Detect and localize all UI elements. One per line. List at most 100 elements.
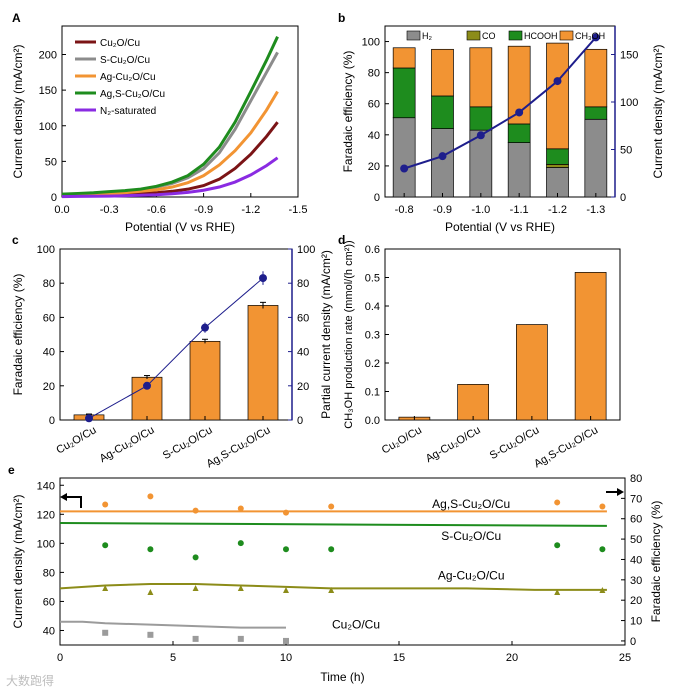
panel-e-fe-point bbox=[328, 587, 335, 594]
panel-b-current-point bbox=[400, 164, 409, 173]
panel-e-xtick-label: 10 bbox=[280, 652, 292, 664]
panel-b-bar-segment bbox=[431, 95, 454, 129]
panel-b-legend-label: CO bbox=[482, 31, 496, 41]
panel-e-fe-point bbox=[554, 499, 561, 506]
panel-a-legend-label: Cu₂O/Cu bbox=[100, 38, 140, 49]
panel-b-bar-segment bbox=[392, 47, 416, 69]
panel-e-fe-point bbox=[237, 635, 244, 642]
panel-b-bar-segment bbox=[507, 123, 531, 143]
panel-c-bar bbox=[189, 340, 221, 421]
panel-a-ytick-label: 200 bbox=[39, 50, 57, 62]
panel-e-xtick-label: 25 bbox=[619, 652, 631, 664]
panel-a-series-line bbox=[61, 156, 279, 199]
panel-a-ytick-label: 50 bbox=[45, 156, 57, 168]
panel-e-fe-point bbox=[192, 554, 199, 561]
panel-c-partial-point bbox=[259, 274, 267, 283]
panel-c-ytick-label: 20 bbox=[43, 381, 55, 393]
panel-b-bar-segment bbox=[584, 48, 608, 108]
panel-b-bar-segment bbox=[546, 148, 569, 165]
panel-b-bar-segment bbox=[507, 142, 531, 198]
panel-e-fe-point bbox=[554, 542, 561, 549]
panel-a-series-line bbox=[61, 90, 279, 198]
panel-a-label: A bbox=[12, 11, 21, 25]
panel-e-fe-point bbox=[147, 546, 154, 553]
panel-e-ytick-label: 120 bbox=[37, 509, 55, 521]
panel-e-series-label: Ag-Cu₂O/Cu bbox=[438, 568, 505, 582]
panel-e-fe-point bbox=[237, 505, 244, 512]
panel-e-fe-point bbox=[283, 546, 289, 553]
panel-e-fe-point bbox=[237, 540, 244, 547]
panel-c-partial-point bbox=[143, 381, 151, 390]
panel-e-xtick-label: 20 bbox=[506, 652, 518, 664]
panel-c-y2tick-label: 100 bbox=[297, 244, 315, 256]
panel-b-bar-segment bbox=[469, 106, 493, 131]
panel-b-bar-segment bbox=[392, 117, 416, 198]
panel-d-ytick-label: 0.5 bbox=[365, 273, 380, 285]
panel-b-ytick-label: 80 bbox=[368, 68, 380, 80]
panel-e-current-line bbox=[60, 620, 286, 629]
panel-e-fe-point bbox=[328, 503, 335, 510]
panel-a-series-line bbox=[61, 51, 279, 197]
panel-a-ytick-label: 0 bbox=[51, 192, 57, 204]
panel-c-label: c bbox=[12, 233, 19, 247]
panel-e-fe-point bbox=[102, 501, 109, 508]
panel-b-ytick-label: 60 bbox=[368, 99, 380, 111]
panel-b-bar-segment bbox=[469, 47, 493, 108]
panel-b-bar-segment bbox=[584, 118, 608, 198]
panel-e-y2tick-label: 0 bbox=[630, 636, 636, 648]
panel-a-ytick-label: 100 bbox=[39, 121, 57, 133]
panel-e-y2tick-label: 80 bbox=[630, 473, 642, 485]
panel-b-current-point bbox=[438, 152, 447, 161]
panel-e-y2label: Faradaic efficiency (%) bbox=[649, 501, 663, 623]
panel-e-ylabel: Current density (mA/cm²) bbox=[11, 494, 25, 628]
panel-b-label: b bbox=[338, 11, 345, 25]
panel-c-y2tick-label: 80 bbox=[297, 278, 309, 290]
panel-c-ytick-label: 0 bbox=[49, 415, 55, 427]
panel-e-y2tick-label: 10 bbox=[630, 616, 642, 628]
panel-e-series-label: Ag,S-Cu₂O/Cu bbox=[432, 497, 510, 511]
panel-e-fe-point bbox=[192, 584, 199, 591]
panel-b-legend-swatch bbox=[508, 30, 523, 41]
panel-a-xtick-label: 0.0 bbox=[54, 204, 69, 216]
panel-d-ytick-label: 0.4 bbox=[365, 301, 380, 313]
panel-e-fe-point bbox=[554, 589, 561, 596]
panel-e-xtick-label: 0 bbox=[57, 652, 63, 664]
panel-d-bar bbox=[516, 324, 548, 421]
panel-a-ylabel: Current density (mA/cm²) bbox=[11, 44, 25, 178]
panel-e-frame bbox=[59, 477, 626, 646]
panel-e-series-label: Cu₂O/Cu bbox=[332, 618, 380, 632]
watermark: 大数跑得 bbox=[6, 674, 55, 688]
panel-b-xtick-label: -1.2 bbox=[548, 204, 567, 216]
panel-b-xtick-label: -1.3 bbox=[586, 204, 605, 216]
panel-b-xtick-label: -0.9 bbox=[433, 204, 452, 216]
panel-e-right-arrowhead bbox=[617, 488, 624, 496]
panel-b-xtick-label: -1.1 bbox=[510, 204, 529, 216]
panel-b-bar-segment bbox=[546, 42, 569, 150]
panel-c-ytick-label: 100 bbox=[37, 244, 55, 256]
panel-e-ytick-label: 140 bbox=[37, 480, 55, 492]
panel-e-y2tick-label: 50 bbox=[630, 534, 642, 546]
panel-b-ytick-label: 20 bbox=[368, 161, 380, 173]
panel-a-legend-label: Ag-Cu₂O/Cu bbox=[100, 72, 156, 83]
panel-a-xtick-label: -0.9 bbox=[194, 204, 213, 216]
panel-e-left-arrowhead bbox=[60, 493, 67, 501]
panel-b-xtick-label: -0.8 bbox=[395, 204, 414, 216]
panel-e-fe-point bbox=[283, 509, 289, 516]
panel-e-y2tick-label: 20 bbox=[630, 595, 642, 607]
panel-e-label: e bbox=[8, 463, 15, 477]
panel-b-ytick-label: 100 bbox=[362, 37, 380, 49]
panel-c-y2tick-label: 0 bbox=[297, 415, 303, 427]
panel-a-xtick-label: -1.2 bbox=[241, 204, 260, 216]
panel-e-fe-point bbox=[283, 637, 289, 644]
panel-c-ytick-label: 40 bbox=[43, 347, 55, 359]
panel-b-y2label: Current density (mA/cm²) bbox=[651, 44, 665, 178]
panel-b-ylabel: Faradaic efficiency (%) bbox=[341, 51, 355, 173]
panel-c-ytick-label: 60 bbox=[43, 312, 55, 324]
panel-d-ytick-label: 0.0 bbox=[365, 415, 380, 427]
panel-e-ytick-label: 80 bbox=[43, 567, 55, 579]
panel-a-xtick-label: -0.6 bbox=[147, 204, 166, 216]
panel-d-ytick-label: 0.6 bbox=[365, 244, 380, 256]
panel-c-bar bbox=[247, 305, 279, 421]
panel-e-fe-point bbox=[237, 584, 244, 591]
